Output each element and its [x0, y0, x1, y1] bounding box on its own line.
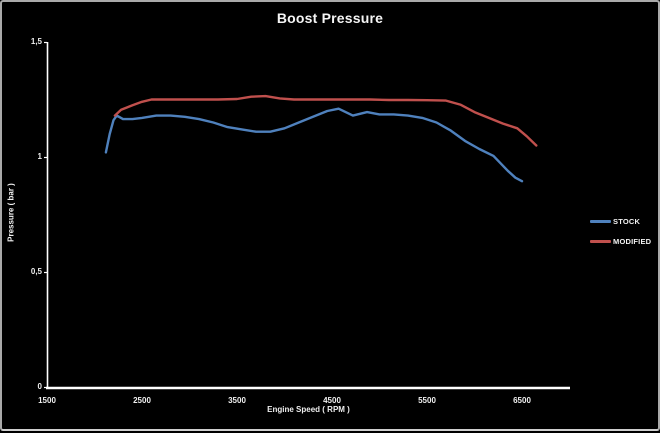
y-tick-label-0: 0 — [37, 382, 42, 391]
chart-title: Boost Pressure — [276, 10, 384, 26]
x-tick-label-6500: 6500 — [513, 396, 531, 405]
legend-label-stock: STOCK — [613, 216, 641, 226]
y-tick-label-0_5: 0,5 — [30, 267, 42, 276]
series-line-modified — [113, 94, 538, 147]
y-tick-label-1: 1 — [37, 152, 42, 161]
x-tick-label-4500: 4500 — [323, 396, 341, 405]
y-axis-title: Pressure ( bar ) — [6, 183, 16, 242]
legend-item-modified: MODIFIED — [590, 236, 651, 246]
legend: STOCK MODIFIED — [590, 216, 651, 256]
x-tick-label-1500: 1500 — [38, 396, 56, 405]
legend-swatch-modified — [590, 239, 611, 243]
legend-item-stock: STOCK — [590, 216, 651, 226]
legend-label-modified: MODIFIED — [613, 236, 652, 246]
x-tick-label-3500: 3500 — [228, 396, 246, 405]
x-tick-label-2500: 2500 — [133, 396, 151, 405]
legend-swatch-stock — [590, 219, 611, 223]
x-tick-label-5500: 5500 — [418, 396, 436, 405]
y-tick-label-1_5: 1,5 — [30, 37, 42, 46]
x-axis-title: Engine Speed ( RPM ) — [267, 405, 350, 414]
series-line-stock — [104, 107, 524, 183]
